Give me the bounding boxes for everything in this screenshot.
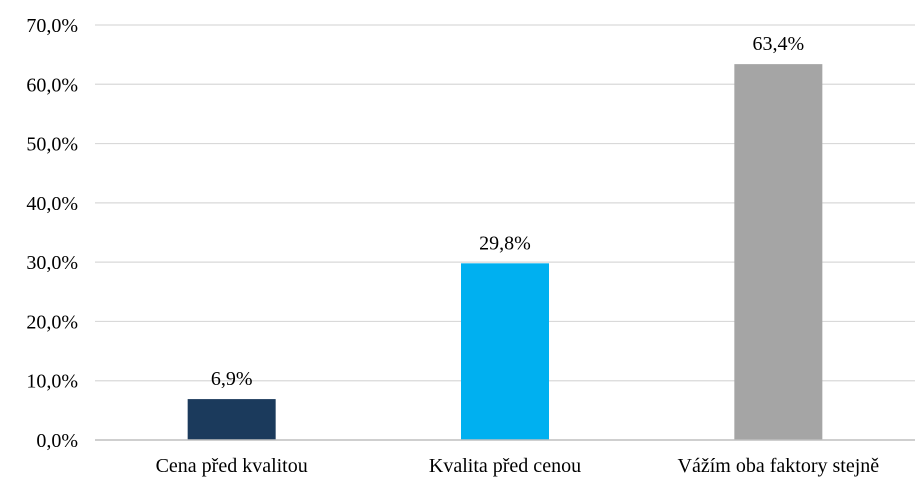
x-category-label: Cena před kvalitou (156, 455, 308, 477)
x-category-label: Vážím oba faktory stejně (678, 455, 880, 477)
bar (187, 399, 276, 440)
data-label: 29,8% (479, 232, 531, 254)
y-tick-label: 40,0% (26, 193, 78, 215)
y-axis-tick-labels: 0,0% 10,0% 20,0% 30,0% 40,0% 50,0% 60,0% 70,0% (26, 15, 78, 452)
bar (461, 263, 549, 440)
data-labels: 6,9% 29,8% 63,4% (211, 33, 804, 390)
y-tick-label: 20,0% (26, 311, 78, 333)
grid-lines (95, 24, 915, 382)
x-axis-category-labels: Cena před kvalitou Kvalita před cenou Váží… (156, 455, 880, 477)
y-tick-label: 60,0% (26, 74, 78, 96)
x-category-label: Kvalita před cenou (429, 455, 581, 477)
data-label: 6,9% (211, 368, 253, 390)
y-tick-label: 0,0% (36, 430, 78, 452)
bar (734, 64, 823, 440)
y-tick-label: 10,0% (26, 371, 78, 393)
y-tick-label: 70,0% (26, 15, 78, 37)
y-tick-label: 30,0% (26, 252, 78, 274)
data-label: 63,4% (752, 33, 804, 55)
bars (187, 64, 823, 440)
y-tick-label: 50,0% (26, 134, 78, 156)
